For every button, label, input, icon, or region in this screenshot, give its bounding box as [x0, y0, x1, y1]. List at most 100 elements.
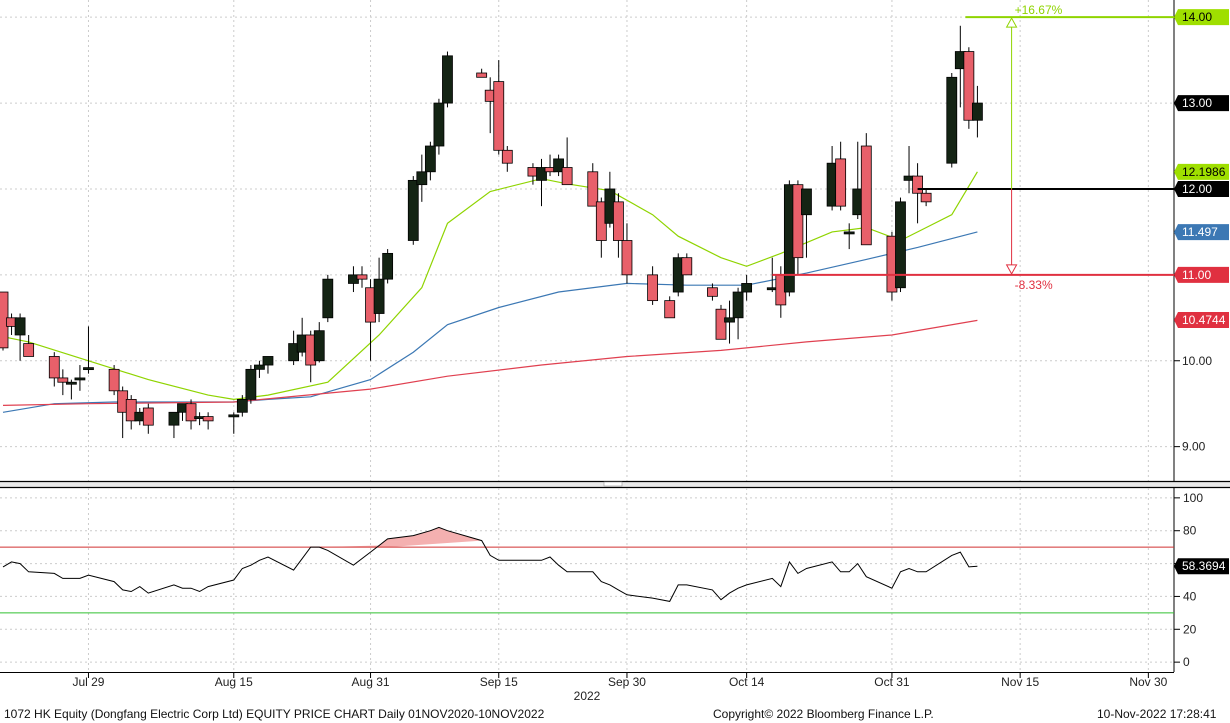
- candle: [895, 197, 906, 293]
- candle-body: [963, 51, 975, 121]
- downside-arrow-head: [1005, 264, 1018, 275]
- splitter-grip: [603, 481, 623, 487]
- moving-average-line: [2, 171, 978, 401]
- price-tag-background: [1174, 180, 1229, 197]
- x-tick-label: Aug 15: [215, 675, 253, 689]
- candle: [83, 326, 94, 374]
- price-tag: 12.00: [1174, 180, 1229, 197]
- candle-body: [202, 416, 214, 422]
- candle-body: [972, 102, 983, 121]
- candle: [920, 188, 932, 207]
- price-tag-label: 11.497: [1182, 225, 1218, 239]
- candle: [65, 379, 77, 400]
- candle: [442, 51, 453, 108]
- rsi-panel: 02040608010058.3694: [0, 488, 1229, 672]
- candle-body: [493, 81, 505, 151]
- rsi-value-tag-label: 58.3694: [1182, 559, 1226, 573]
- candle: [946, 73, 958, 168]
- candle-body: [587, 171, 599, 207]
- candle: [108, 365, 120, 396]
- candle: [647, 266, 659, 305]
- candle: [125, 395, 137, 430]
- candle-body: [322, 278, 334, 319]
- candle: [254, 360, 265, 378]
- candle: [245, 365, 257, 404]
- chart-footer: 1072 HK Equity (Dongfang Electric Corp L…: [0, 704, 1230, 723]
- candle: [587, 163, 599, 207]
- candle-body: [236, 399, 248, 413]
- candle-body: [65, 381, 77, 385]
- candle: [792, 180, 804, 275]
- candle: [74, 365, 86, 391]
- price-tag-label: 11.00: [1182, 268, 1211, 282]
- chart-canvas: 9.00 10.00 11.00 12.00 13.00 14.00 +16.67% -8.3…: [0, 0, 1230, 703]
- candle-body: [536, 167, 547, 181]
- footer-security-description: 1072 HK Equity (Dongfang Electric Corp L…: [4, 707, 545, 721]
- x-tick-label: Sep 30: [608, 675, 646, 689]
- candle-body: [407, 179, 419, 241]
- candle-body: [741, 283, 753, 293]
- price-tag: 11.00: [1174, 266, 1229, 283]
- price-y-tick-label: 9.00: [1182, 440, 1206, 454]
- candle: [236, 395, 248, 417]
- price-tag-background: [1174, 224, 1229, 241]
- candle-body: [433, 102, 445, 147]
- candle-body: [382, 252, 394, 280]
- price-tag-background: [1174, 312, 1229, 329]
- upside-percent-label: +16.67%: [1015, 3, 1063, 17]
- price-tag-background: [1174, 163, 1229, 180]
- candle-body: [707, 287, 718, 297]
- footer-timestamp: 10-Nov-2022 17:28:41: [1097, 707, 1217, 721]
- candle: [476, 68, 488, 78]
- footer-copyright: Copyright© 2022 Bloomberg Finance L.P.: [713, 707, 934, 721]
- candle: [707, 283, 718, 301]
- candle: [553, 154, 564, 177]
- candle-body: [262, 356, 274, 366]
- candle: [57, 369, 69, 396]
- candle: [561, 137, 573, 186]
- candle-body: [424, 145, 436, 173]
- candle: [407, 176, 419, 245]
- x-tick-label: Jul 29: [72, 675, 104, 689]
- candle: [860, 133, 872, 246]
- candle: [23, 334, 35, 357]
- candle-body: [835, 158, 847, 207]
- candle: [168, 411, 180, 439]
- candle: [724, 300, 735, 344]
- x-axis-year-label: 2022: [574, 689, 601, 703]
- candle-body: [83, 367, 94, 371]
- candle-body: [843, 231, 855, 235]
- candle-body: [895, 201, 906, 289]
- x-tick-label: Nov 30: [1129, 675, 1167, 689]
- x-axis: Jul 29 Aug 15 Aug 31 Sep 15 Sep 30 Oct 14 Oct …: [0, 672, 1174, 703]
- downside-percent-label: -8.33%: [1015, 278, 1053, 292]
- panel-splitter[interactable]: [0, 480, 1230, 489]
- candle-body: [724, 317, 735, 323]
- candle: [228, 412, 240, 434]
- candle: [322, 274, 334, 323]
- candle: [493, 60, 505, 155]
- candle-body: [561, 167, 573, 186]
- candle-body: [647, 274, 659, 302]
- rsi-overbought-area: [310, 527, 482, 548]
- candle: [262, 356, 274, 374]
- candle-body: [792, 184, 804, 259]
- candle: [14, 313, 26, 361]
- rsi-y-tick-label: 20: [1183, 622, 1197, 636]
- candle: [972, 85, 983, 138]
- candle-body: [860, 145, 872, 246]
- price-panel: 9.00 10.00 11.00 12.00 13.00 14.00 +16.67% -8.3…: [0, 0, 1229, 481]
- x-tick-label: Oct 14: [729, 675, 765, 689]
- candle: [313, 322, 325, 363]
- candle-body: [142, 407, 154, 426]
- candle-body: [48, 356, 60, 379]
- x-tick-label: Nov 15: [1001, 675, 1039, 689]
- moving-average-line: [2, 319, 978, 406]
- price-tag-label: 10.4744: [1182, 313, 1226, 327]
- price-tag: 13.00: [1174, 95, 1229, 112]
- price-tag: 11.497: [1174, 224, 1229, 241]
- moving-average-line: [2, 231, 978, 413]
- candle: [843, 223, 855, 250]
- price-tag-background: [1174, 266, 1229, 283]
- candle-body: [416, 171, 428, 186]
